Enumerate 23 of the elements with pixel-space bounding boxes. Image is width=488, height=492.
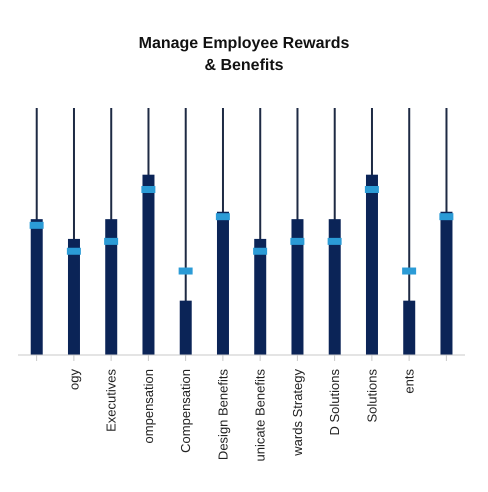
bar — [216, 212, 229, 355]
x-tick-label: ents — [402, 368, 417, 394]
x-tick-label: wards Strategy — [290, 368, 305, 457]
x-tick-label: ogy — [66, 368, 82, 390]
bar — [403, 300, 416, 355]
bar — [254, 238, 266, 355]
x-tick-label: Design Benefits — [215, 368, 230, 460]
chart-title: Manage Employee Rewards & Benefits — [138, 34, 350, 76]
bar — [328, 219, 341, 355]
bar — [68, 238, 80, 355]
x-tick-label: Compensation — [178, 369, 194, 453]
bar — [291, 219, 304, 355]
x-tick-label: Solutions — [364, 368, 380, 422]
bar — [142, 174, 154, 355]
bar — [105, 219, 118, 355]
bar — [180, 300, 192, 355]
bar — [440, 212, 452, 355]
x-tick-label: ompensation — [140, 369, 156, 444]
x-tick-label: Executives — [104, 368, 119, 432]
bar — [366, 174, 378, 355]
x-tick-label: unicate Benefits — [252, 368, 268, 462]
bar — [30, 219, 43, 355]
x-tick-label: D Solutions — [327, 368, 342, 436]
